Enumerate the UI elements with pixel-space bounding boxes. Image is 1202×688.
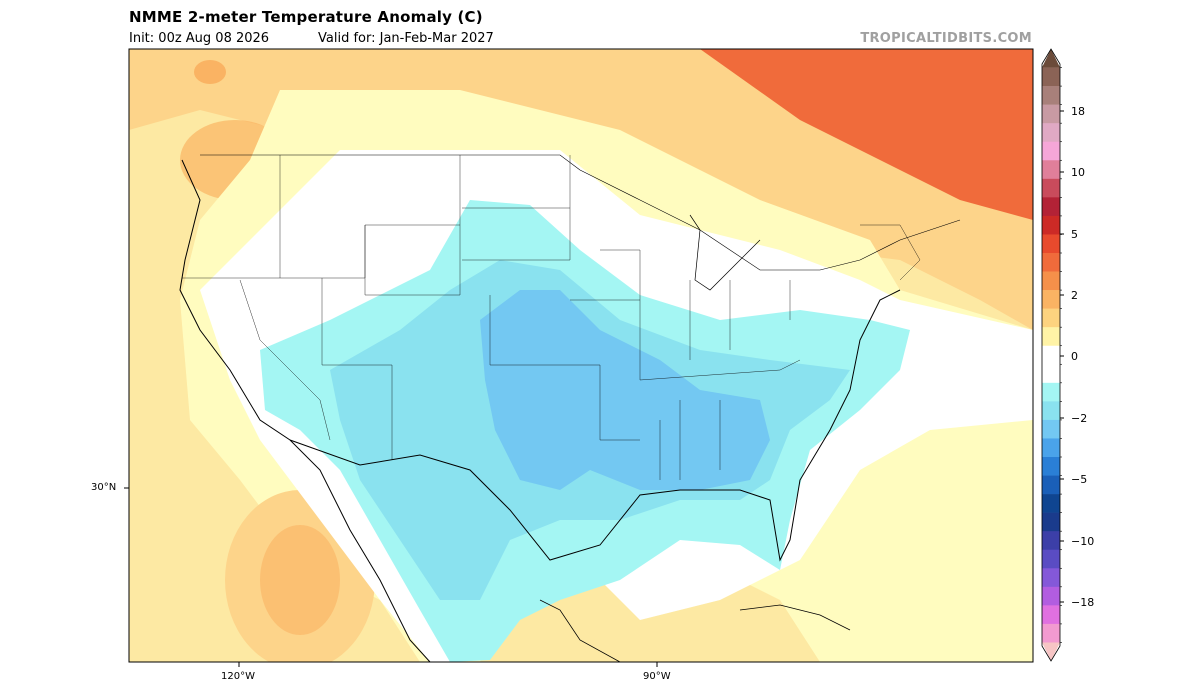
colorbar-segment	[1042, 531, 1060, 551]
colorbar-segment	[1042, 197, 1060, 217]
colorbar-segment	[1042, 104, 1060, 124]
colorbar-tick-label: −2	[1071, 412, 1087, 425]
cool-anomaly-core	[480, 290, 770, 490]
colorbar-segment	[1042, 160, 1060, 180]
colorbar-segment	[1042, 475, 1060, 495]
yucatan-coast	[539, 599, 621, 662]
colorbar-segment	[1042, 549, 1060, 569]
colorbar-segment	[1042, 141, 1060, 161]
colorbar-segment	[1042, 271, 1060, 291]
colorbar-segment	[1042, 438, 1060, 458]
colorbar-segment	[1042, 457, 1060, 476]
hot-anomaly-northeast	[700, 49, 1033, 220]
colorbar-segment	[1042, 178, 1060, 198]
init-time: Init: 00z Aug 08 2026	[129, 31, 270, 46]
colorbar-tick-label: −18	[1071, 596, 1094, 609]
colorbar-outline	[1041, 48, 1061, 662]
colorbar-segment	[1042, 401, 1060, 421]
map-frame	[128, 48, 1034, 663]
colorbar-tick-label: −10	[1071, 535, 1094, 548]
colorbar-segment	[1042, 586, 1060, 606]
colorbar-segment	[1042, 327, 1060, 347]
colorbar-tick-label: 10	[1071, 166, 1085, 179]
colorbar-segment	[1042, 642, 1060, 661]
colorbar-segment	[1042, 364, 1060, 384]
colorbar-segment	[1042, 382, 1060, 402]
colorbar-segment	[1042, 308, 1060, 328]
colorbar-segment	[1042, 290, 1060, 309]
colorbar-tick-label: 5	[1071, 228, 1078, 241]
colorbar-segment	[1042, 67, 1060, 87]
colorbar-segment	[1042, 623, 1060, 643]
colorbar-tick-label: 18	[1071, 105, 1085, 118]
warm-spot-pacific	[194, 60, 226, 84]
colorbar-tick-label: 2	[1071, 289, 1078, 302]
colorbar-ticks: 18 10 5 2 0 −2 −5 −10 −18	[1060, 67, 1094, 643]
colorbar-segment	[1042, 568, 1060, 588]
anomaly-field	[129, 49, 1033, 662]
cuba-coast	[739, 604, 851, 631]
colorbar-segment	[1042, 234, 1060, 254]
colorbar-segment	[1042, 605, 1060, 625]
colorbar-segment	[1042, 345, 1060, 365]
valid-period: Valid for: Jan-Feb-Mar 2027	[318, 31, 494, 46]
chart-title: NMME 2-meter Temperature Anomaly (C)	[129, 8, 483, 26]
colorbar-segment	[1042, 215, 1060, 235]
gulf-atlantic-coastline	[289, 289, 901, 562]
colorbar-segment	[1042, 512, 1060, 532]
lon-label-90w: 90°W	[643, 671, 671, 682]
west-coastline	[179, 159, 431, 662]
lat-label-30n: 30°N	[91, 482, 117, 493]
colorbar-segment	[1042, 253, 1060, 272]
colorbar-segment	[1042, 419, 1060, 439]
colorbar-segments	[1042, 49, 1060, 661]
site-brand: TROPICALTIDBITS.COM	[860, 31, 1032, 46]
state-lines	[182, 155, 921, 480]
colorbar-segment	[1042, 86, 1060, 105]
colorbar-tick-label: −5	[1071, 473, 1087, 486]
colorbar-tick-label: 0	[1071, 350, 1078, 363]
boundaries	[179, 154, 961, 662]
colorbar-segment	[1042, 123, 1060, 143]
warm-core-eastern-pacific	[260, 525, 340, 635]
lon-label-120w: 120°W	[221, 671, 255, 682]
colorbar-segment	[1042, 494, 1060, 513]
great-lakes	[689, 214, 761, 291]
colorbar-segment	[1042, 49, 1060, 68]
